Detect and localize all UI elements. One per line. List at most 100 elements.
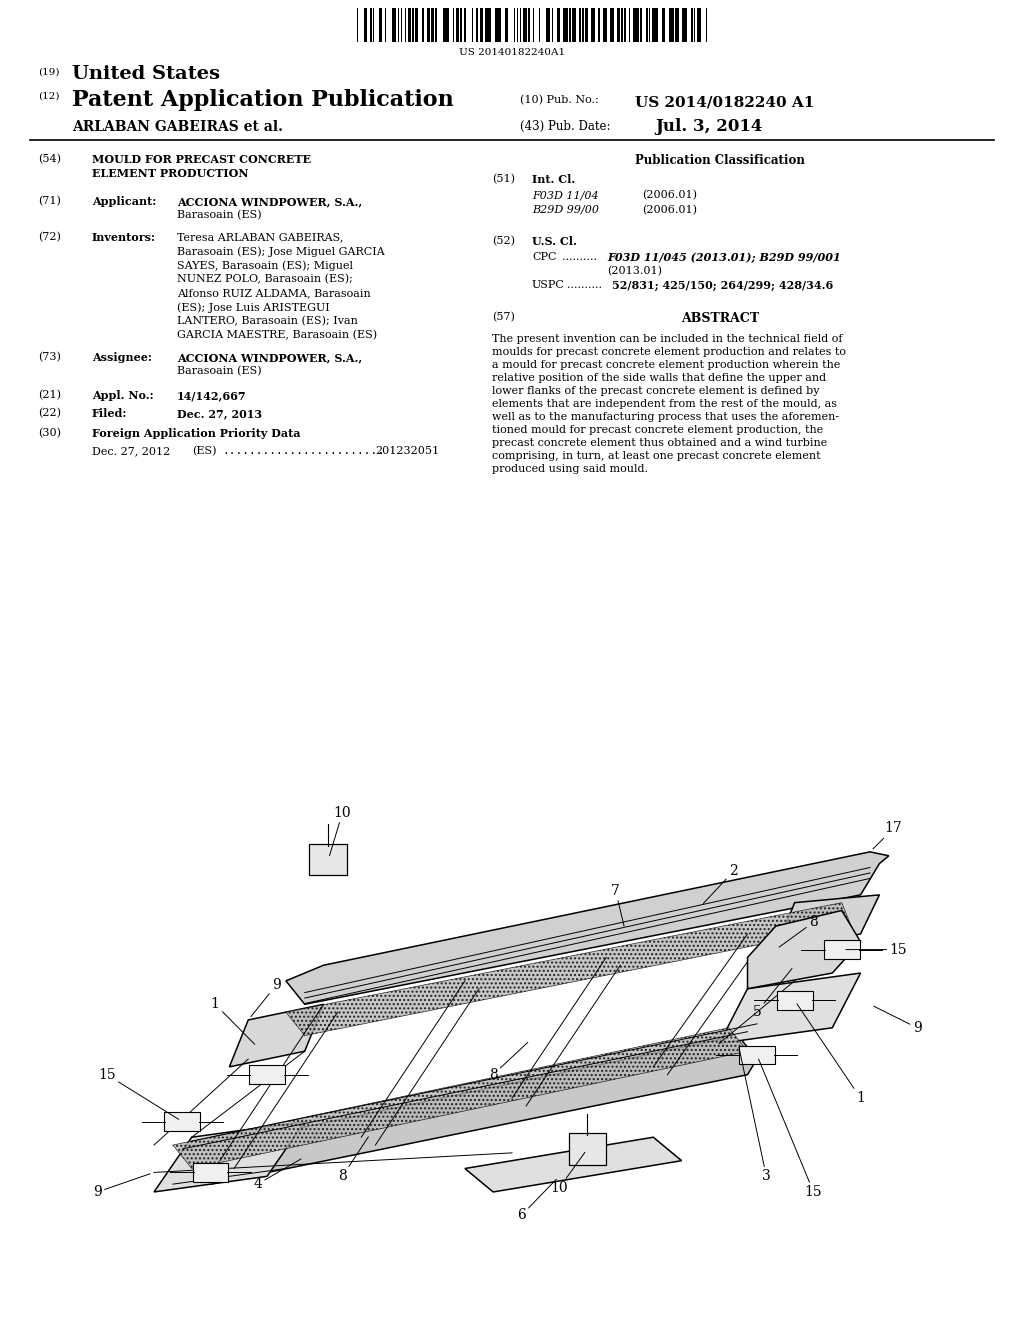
- Bar: [517, 8, 518, 42]
- Text: comprising, in turn, at least one precast concrete element: comprising, in turn, at least one precas…: [492, 451, 820, 461]
- Polygon shape: [154, 1122, 305, 1192]
- Bar: [646, 8, 647, 42]
- Bar: [456, 8, 459, 42]
- Text: (72): (72): [38, 232, 60, 243]
- Bar: [370, 8, 372, 42]
- Bar: [552, 8, 553, 42]
- Text: ARLABAN GABEIRAS et al.: ARLABAN GABEIRAS et al.: [72, 120, 283, 135]
- Bar: [514, 8, 515, 42]
- Bar: [580, 8, 581, 42]
- Text: MOULD FOR PRECAST CONCRETE: MOULD FOR PRECAST CONCRETE: [92, 154, 311, 165]
- Bar: [617, 8, 620, 42]
- Text: 15: 15: [846, 942, 907, 957]
- Text: Teresa ARLABAN GABEIRAS,: Teresa ARLABAN GABEIRAS,: [177, 232, 343, 242]
- Text: CPC: CPC: [532, 252, 556, 261]
- Text: 9: 9: [873, 1006, 922, 1035]
- Text: Dec. 27, 2013: Dec. 27, 2013: [177, 408, 262, 418]
- Text: well as to the manufacturing process that uses the aforemen-: well as to the manufacturing process tha…: [492, 412, 839, 422]
- Text: (43) Pub. Date:: (43) Pub. Date:: [520, 120, 610, 133]
- Text: moulds for precast concrete element production and relates to: moulds for precast concrete element prod…: [492, 347, 846, 356]
- FancyBboxPatch shape: [739, 1045, 775, 1064]
- Text: 15: 15: [759, 1059, 822, 1199]
- Bar: [670, 8, 674, 42]
- Bar: [557, 8, 560, 42]
- Text: precast concrete element thus obtained and a wind turbine: precast concrete element thus obtained a…: [492, 438, 827, 447]
- Text: The present invention can be included in the technical field of: The present invention can be included in…: [492, 334, 843, 345]
- Text: 1: 1: [797, 1005, 865, 1105]
- Bar: [583, 8, 584, 42]
- Bar: [400, 8, 402, 42]
- Bar: [663, 8, 665, 42]
- Text: (2006.01): (2006.01): [642, 190, 697, 201]
- Polygon shape: [173, 1028, 748, 1168]
- Text: 8: 8: [338, 1137, 369, 1183]
- Text: ACCIONA WINDPOWER, S.A.,: ACCIONA WINDPOWER, S.A.,: [177, 195, 362, 207]
- Bar: [652, 8, 657, 42]
- Text: Int. Cl.: Int. Cl.: [532, 174, 575, 185]
- Bar: [480, 8, 483, 42]
- FancyBboxPatch shape: [165, 1113, 200, 1131]
- Bar: [422, 8, 424, 42]
- Text: U.S. Cl.: U.S. Cl.: [532, 236, 577, 247]
- Text: tioned mould for precast concrete element production, the: tioned mould for precast concrete elemen…: [492, 425, 823, 436]
- Text: USPC: USPC: [532, 280, 565, 290]
- Text: ........................: ........................: [222, 446, 384, 455]
- Bar: [373, 8, 375, 42]
- Text: Foreign Application Priority Data: Foreign Application Priority Data: [92, 428, 300, 440]
- Bar: [431, 8, 434, 42]
- Text: 52/831; 425/150; 264/299; 428/34.6: 52/831; 425/150; 264/299; 428/34.6: [612, 280, 834, 290]
- Text: 8: 8: [488, 1043, 527, 1081]
- Bar: [415, 8, 418, 42]
- FancyBboxPatch shape: [568, 1134, 606, 1164]
- Polygon shape: [286, 903, 851, 1036]
- Text: ELEMENT PRODUCTION: ELEMENT PRODUCTION: [92, 168, 249, 180]
- Polygon shape: [748, 911, 860, 989]
- Bar: [413, 8, 414, 42]
- Bar: [633, 8, 639, 42]
- Bar: [495, 8, 501, 42]
- Text: US 2014/0182240 A1: US 2014/0182240 A1: [635, 95, 814, 110]
- Text: (2006.01): (2006.01): [642, 205, 697, 215]
- Bar: [572, 8, 577, 42]
- Text: Appl. No.:: Appl. No.:: [92, 389, 154, 401]
- Text: (71): (71): [38, 195, 60, 206]
- Text: 201232051: 201232051: [375, 446, 439, 455]
- Text: 2: 2: [703, 865, 737, 904]
- Text: (21): (21): [38, 389, 61, 400]
- Bar: [476, 8, 477, 42]
- Text: (57): (57): [492, 312, 515, 322]
- Bar: [453, 8, 455, 42]
- FancyBboxPatch shape: [824, 940, 859, 958]
- Text: B29D 99/00: B29D 99/00: [532, 205, 599, 215]
- Text: 5: 5: [753, 969, 792, 1019]
- Text: Assignee:: Assignee:: [92, 352, 152, 363]
- Text: 10: 10: [330, 805, 351, 855]
- Text: (2013.01): (2013.01): [607, 267, 662, 276]
- Polygon shape: [173, 1036, 757, 1184]
- Bar: [563, 8, 567, 42]
- Text: F03D 11/04: F03D 11/04: [532, 190, 599, 201]
- Bar: [392, 8, 396, 42]
- Text: US 20140182240A1: US 20140182240A1: [459, 48, 565, 57]
- Bar: [569, 8, 570, 42]
- Polygon shape: [229, 1005, 324, 1067]
- Text: 3: 3: [739, 1048, 771, 1183]
- Text: Barasoain (ES); Jose Miguel GARCIA: Barasoain (ES); Jose Miguel GARCIA: [177, 246, 385, 256]
- Bar: [706, 8, 708, 42]
- Text: Patent Application Publication: Patent Application Publication: [72, 88, 454, 111]
- Text: 9: 9: [93, 1173, 151, 1199]
- FancyBboxPatch shape: [193, 1163, 228, 1181]
- Text: a mould for precast concrete element production wherein the: a mould for precast concrete element pro…: [492, 360, 841, 370]
- Polygon shape: [465, 1138, 682, 1192]
- Text: 4: 4: [253, 1159, 301, 1191]
- Bar: [622, 8, 623, 42]
- Bar: [629, 8, 630, 42]
- Text: 8: 8: [779, 915, 818, 948]
- Bar: [691, 8, 692, 42]
- Polygon shape: [286, 851, 889, 1005]
- Bar: [465, 8, 466, 42]
- Text: (51): (51): [492, 174, 515, 185]
- Polygon shape: [776, 895, 880, 949]
- Text: 1: 1: [211, 998, 255, 1044]
- Bar: [539, 8, 540, 42]
